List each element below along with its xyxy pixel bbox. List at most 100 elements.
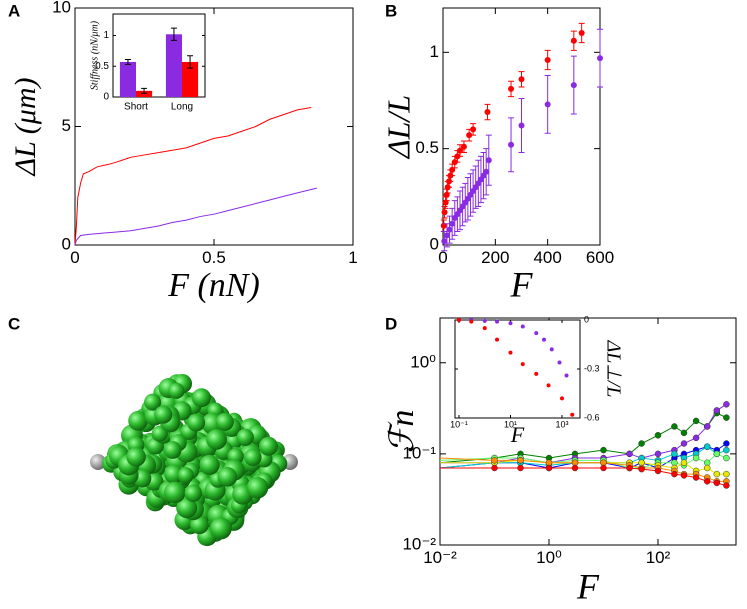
bar (165, 34, 182, 97)
bead (163, 441, 182, 459)
x-tick-label: 10⁻¹ (450, 420, 468, 430)
y-tick-label: -0.3 (584, 363, 600, 373)
bead (215, 412, 234, 431)
bead (243, 448, 262, 467)
data-point (508, 321, 513, 326)
bead (144, 393, 162, 411)
data-point (692, 417, 700, 425)
data-point (518, 122, 525, 129)
panel-label: C (8, 314, 20, 333)
y-tick-label: 10⁻¹ (402, 443, 436, 462)
x-tick-label: 0 (438, 248, 447, 267)
data-point (441, 238, 448, 245)
bead (217, 467, 238, 487)
x-tick-label: 200 (481, 248, 509, 267)
y-axis-label: ΔL (μm) (9, 78, 42, 177)
data-point (443, 232, 450, 239)
y-axis-label: ℱn (384, 410, 421, 454)
data-point (723, 401, 730, 408)
data-point (508, 350, 513, 355)
data-point (456, 318, 461, 322)
data-point (723, 454, 730, 462)
data-point (597, 55, 603, 62)
data-point (723, 440, 730, 447)
y-tick-label: 10⁰ (410, 352, 436, 371)
data-point (495, 337, 500, 342)
x-tick-label: 10⁰ (536, 548, 562, 567)
y-axis-label: ΔL/L (380, 95, 416, 160)
y-tick-label: 0 (62, 234, 71, 253)
data-point (680, 459, 688, 466)
data-point (713, 407, 721, 414)
x-tick-label: Long (171, 102, 193, 113)
data-point (638, 440, 645, 447)
data-line (74, 107, 312, 246)
data-point (570, 82, 577, 89)
x-tick-label: 10³ (555, 420, 568, 430)
data-point (460, 143, 467, 150)
x-axis-label: F (nN) (167, 267, 260, 304)
bead (177, 467, 194, 484)
y-tick-label: 10 (52, 0, 71, 16)
x-tick-label: 10² (646, 548, 671, 567)
bead (126, 447, 146, 467)
data-point (466, 132, 473, 139)
y-axis-label: Stiffness (nN/μm) (89, 20, 100, 90)
bar (119, 61, 136, 97)
bead (168, 382, 185, 399)
data-point (671, 470, 678, 478)
bead (209, 517, 232, 540)
x-axis-label: F (510, 422, 525, 447)
data-point (692, 434, 700, 442)
y-tick-label: 0.5 (415, 138, 439, 157)
data-point (541, 337, 546, 342)
x-axis-label: F (576, 566, 600, 606)
data-point (520, 324, 525, 329)
data-point (713, 470, 721, 478)
data-point (600, 464, 607, 472)
x-tick-label: 10⁻² (423, 548, 457, 567)
data-point (491, 464, 498, 472)
data-point (491, 457, 498, 464)
data-point (703, 423, 711, 430)
data-point (654, 450, 662, 458)
data-point (671, 423, 678, 430)
data-point (482, 318, 487, 323)
plot-frame (454, 319, 581, 419)
data-point (692, 474, 700, 481)
y-tick-label: 1 (103, 30, 109, 41)
data-point (534, 331, 539, 336)
data-point (517, 464, 524, 472)
data-line (74, 187, 317, 246)
x-tick-label: 10¹ (504, 420, 517, 430)
bead (190, 515, 209, 535)
data-point (723, 414, 730, 421)
data-point (495, 319, 500, 324)
data-point (483, 168, 490, 175)
data-point (446, 226, 453, 233)
data-point (508, 85, 515, 92)
data-point (638, 465, 645, 473)
data-point (626, 464, 633, 472)
error-bar (187, 55, 194, 69)
y-tick-label: 10⁻² (402, 534, 436, 553)
data-point (518, 76, 525, 83)
data-point (680, 472, 688, 479)
data-point (703, 464, 711, 472)
panel-label: A (8, 1, 20, 20)
data-point (626, 450, 633, 458)
error-bar (141, 87, 148, 94)
data-point (544, 101, 551, 108)
bead (258, 436, 278, 456)
data-point (654, 432, 662, 439)
x-tick-label: Short (124, 102, 148, 113)
data-point (703, 443, 711, 450)
data-point (654, 467, 662, 475)
data-point (549, 347, 554, 352)
x-tick-label: 0 (70, 248, 79, 267)
error-bar (170, 27, 177, 41)
end-bead (90, 454, 106, 470)
bar (182, 61, 199, 97)
data-point (564, 373, 569, 378)
y-tick-label: 0 (584, 314, 589, 324)
